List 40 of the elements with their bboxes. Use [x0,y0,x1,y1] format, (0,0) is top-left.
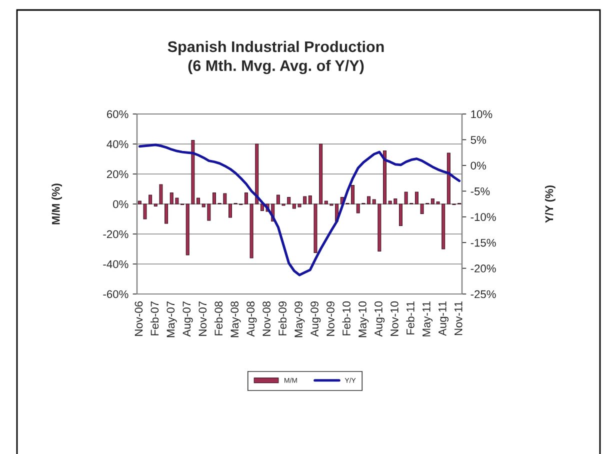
x-tick-label: Aug-07 [182,302,193,337]
x-tick-label: May-11 [422,301,433,336]
y-tick-label: 40% [106,140,128,148]
x-tick-label: Feb-09 [278,301,286,336]
x-tick-label: Nov-10 [390,301,398,336]
y-tick-label: -60% [103,290,128,298]
y2-tick-label: -10% [470,213,496,221]
x-tick-label: Aug-09 [310,301,321,337]
y2-tick-label: -25% [470,290,496,298]
x-tick-label: Aug-08 [246,301,257,337]
x-tick-label: Aug-10 [374,301,385,337]
x-tick-label: May-08 [230,301,241,338]
chart-title: Spanish Industrial Production [168,40,384,56]
y-tick-label: 0% [113,200,128,208]
x-tick-label: May-10 [358,301,369,338]
x-tick-label: Nov-07 [198,302,207,336]
x-tick-label: Nov-06 [134,301,143,336]
x-tick-label: Nov-09 [326,301,334,336]
x-tick-label: Feb-07 [150,302,159,336]
y-tick-label: -20% [103,230,128,238]
chart-subtitle: (6 Mth. Mvg. Avg. of Y/Y) [188,60,364,74]
y-tick-label: -40% [103,260,128,268]
y2-tick-label: 5% [470,136,486,144]
x-tick-label: Nov-08 [262,301,271,336]
x-tick-label: May-09 [294,301,305,338]
y-tick-label: 20% [106,170,128,178]
x-tick-label: May-07 [166,302,177,338]
y2-tick-label: -5% [470,187,490,196]
x-tick-label: Feb-10 [342,301,350,336]
x-tick-label: Nov-11 [454,301,462,336]
y2-tick-label: -15% [470,238,496,247]
y-tick-label: 60% [106,110,128,118]
y2-tick-label: -20% [470,264,496,272]
x-tick-label: Aug-11 [438,301,449,336]
y2-tick-label: 10% [471,110,492,118]
y2-axis-title: Y/Y (%) [545,186,556,223]
x-tick-label: Feb-08 [214,301,223,336]
y2-tick-label: 0% [470,162,486,170]
x-tick-label: Feb-11 [406,301,414,334]
y-axis-title: M/M (%) [52,184,62,224]
